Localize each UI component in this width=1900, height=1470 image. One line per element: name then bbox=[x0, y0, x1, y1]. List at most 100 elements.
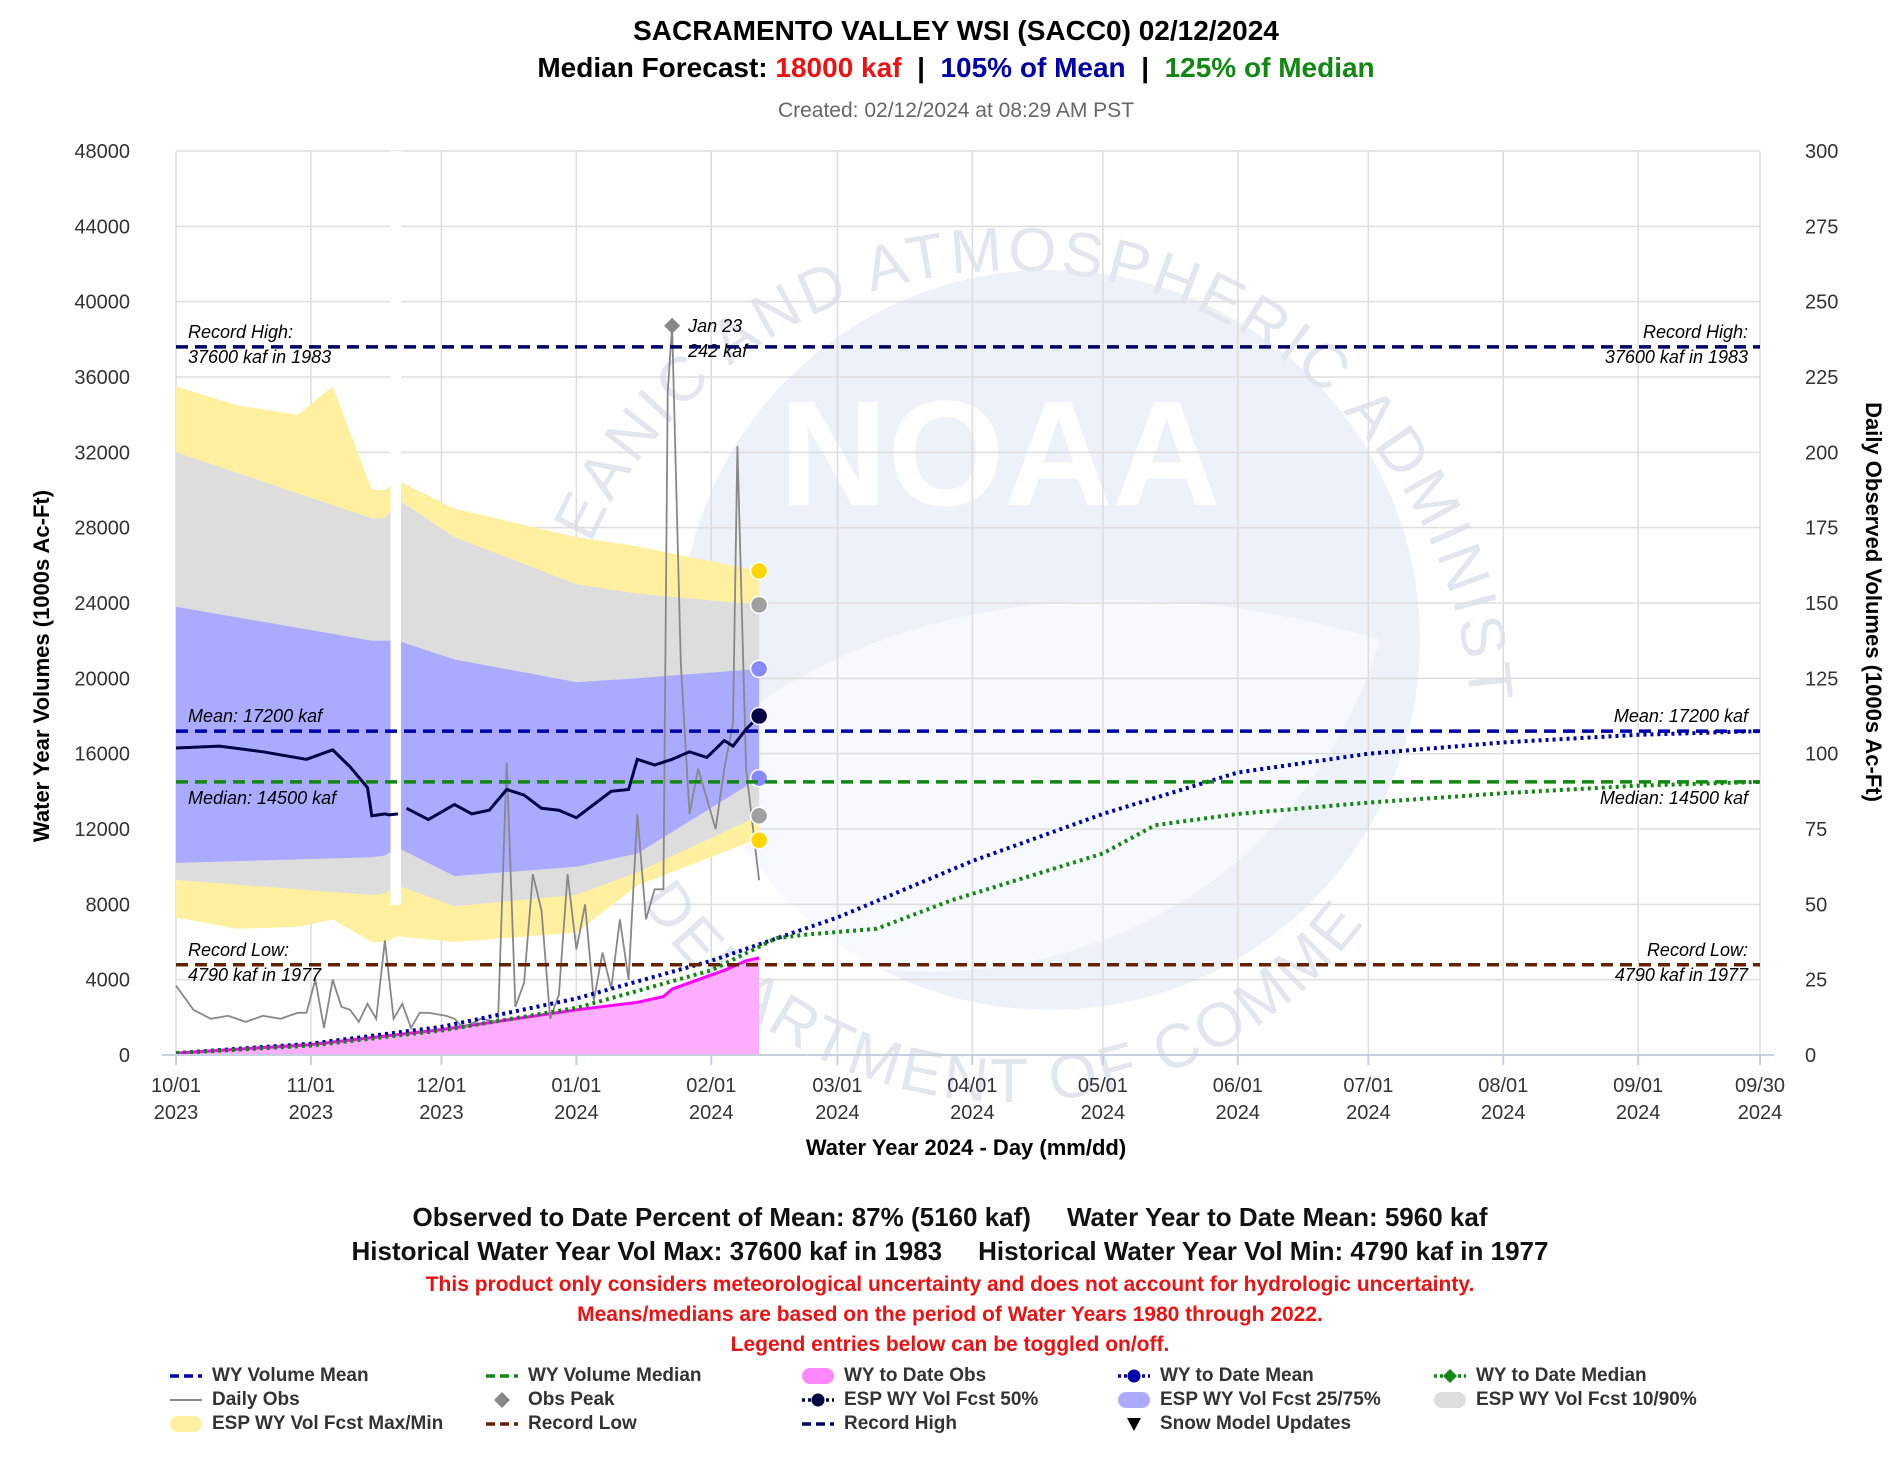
legend-item-esp-wy-vol-fcst-50[interactable]: ESP WY Vol Fcst 50% bbox=[800, 1388, 1038, 1412]
mean-label: Mean: 17200 kaf bbox=[188, 706, 324, 726]
legend-item-esp-wy-vol-fcst-25-75[interactable]: ESP WY Vol Fcst 25/75% bbox=[1116, 1388, 1381, 1412]
legend-item-wy-to-date-median[interactable]: WY to Date Median bbox=[1432, 1364, 1647, 1388]
record-low-label: Record Low: bbox=[1647, 940, 1748, 960]
x-tick-label-year: 2023 bbox=[289, 1102, 334, 1124]
x-tick-label-date: 11/01 bbox=[287, 1075, 336, 1097]
y-tick-label-right: 0 bbox=[1805, 1045, 1816, 1067]
legend-circle bbox=[811, 1393, 825, 1407]
legend-item-wy-to-date-mean[interactable]: WY to Date Mean bbox=[1116, 1364, 1314, 1388]
y-tick-label-right: 200 bbox=[1805, 442, 1838, 464]
y-tick-label-right: 125 bbox=[1805, 668, 1838, 690]
legend-label: ESP WY Vol Fcst 25/75% bbox=[1160, 1389, 1381, 1410]
note-period: Means/medians are based on the period of… bbox=[577, 1303, 1323, 1326]
legend-item-esp-wy-vol-fcst-max-min[interactable]: ESP WY Vol Fcst Max/Min bbox=[168, 1412, 443, 1436]
legend-item-wy-to-date-obs[interactable]: WY to Date Obs bbox=[800, 1364, 986, 1388]
legend-symbol-icon bbox=[486, 1422, 518, 1426]
series: Jan 23 242 kaf bbox=[175, 316, 1761, 1056]
percent-of-median: 125% of Median bbox=[1165, 52, 1375, 83]
legend-symbol-icon bbox=[802, 1368, 834, 1384]
record-high-label: Record High: bbox=[188, 322, 293, 342]
legend-item-wy-volume-median[interactable]: WY Volume Median bbox=[484, 1364, 702, 1388]
chart-subtitle: Median Forecast: 18000 kaf | 105% of Mea… bbox=[537, 52, 1374, 83]
chart: NOAAOCEANIC AND ATMOSPHERIC ADMINISTRATI… bbox=[0, 0, 1886, 1160]
y-axis-label-right: Daily Observed Volumes (1000s Ac-Ft) bbox=[1861, 402, 1886, 802]
legend-item-snow-model-updates[interactable]: Snow Model Updates bbox=[1116, 1412, 1351, 1436]
x-tick-label-date: 12/01 bbox=[416, 1075, 466, 1097]
legend-item-daily-obs[interactable]: Daily Obs bbox=[168, 1388, 300, 1412]
band-25-75 bbox=[176, 606, 760, 877]
note-legend-toggle: Legend entries below can be toggled on/o… bbox=[730, 1333, 1170, 1356]
esp-marker-25pct bbox=[749, 768, 769, 788]
historical-max: Historical Water Year Vol Max: 37600 kaf… bbox=[351, 1236, 943, 1266]
legend-area bbox=[170, 1416, 202, 1432]
chart-title: SACRAMENTO VALLEY WSI (SACC0) 02/12/2024 bbox=[633, 15, 1279, 46]
subtitle-separator: | bbox=[902, 52, 941, 83]
y-tick-label-left: 24000 bbox=[74, 593, 130, 615]
legend-area bbox=[802, 1368, 834, 1384]
y-tick-label-left: 20000 bbox=[74, 668, 130, 690]
legend-label: WY Volume Median bbox=[528, 1365, 702, 1386]
legend-label: Record Low bbox=[528, 1413, 637, 1434]
legend-item-wy-volume-mean[interactable]: WY Volume Mean bbox=[168, 1364, 369, 1388]
x-tick-label-year: 2024 bbox=[950, 1102, 995, 1124]
x-tick-label-year: 2024 bbox=[689, 1102, 734, 1124]
note-uncertainty: This product only considers meteorologic… bbox=[425, 1273, 1475, 1296]
x-tick-label-date: 02/01 bbox=[686, 1075, 736, 1097]
wy-to-date-median-line bbox=[175, 779, 1761, 1056]
x-tick-label-date: 01/01 bbox=[551, 1075, 601, 1097]
esp-marker-min bbox=[749, 831, 769, 850]
legend-symbol-icon bbox=[170, 1416, 202, 1432]
median-label: Median: 14500 kaf bbox=[188, 788, 338, 808]
legend-symbol-icon bbox=[1434, 1369, 1466, 1383]
y-tick-label-right: 175 bbox=[1805, 518, 1838, 540]
legend-label: WY to Date Mean bbox=[1160, 1365, 1314, 1386]
median-label: Median: 14500 kaf bbox=[1600, 788, 1750, 808]
disclaimer-notes: This product only considers meteorologic… bbox=[0, 1270, 1900, 1360]
legend-symbol-icon bbox=[802, 1393, 834, 1407]
y-tick-label-right: 225 bbox=[1805, 367, 1838, 389]
y-tick-label-left: 0 bbox=[119, 1045, 130, 1067]
legend-symbol-icon bbox=[1118, 1369, 1150, 1383]
y-tick-label-left: 12000 bbox=[74, 819, 130, 841]
y-tick-label-left: 44000 bbox=[74, 216, 130, 238]
y-tick-label-left: 32000 bbox=[74, 442, 130, 464]
record-low-value: 4790 kaf in 1977 bbox=[188, 965, 322, 985]
legend-label: WY to Date Median bbox=[1476, 1365, 1647, 1386]
legend-label: ESP WY Vol Fcst 10/90% bbox=[1476, 1389, 1697, 1410]
legend-item-esp-wy-vol-fcst-10-90[interactable]: ESP WY Vol Fcst 10/90% bbox=[1432, 1388, 1697, 1412]
legend-label: ESP WY Vol Fcst Max/Min bbox=[212, 1413, 444, 1434]
mean-label: Mean: 17200 kaf bbox=[1614, 706, 1750, 726]
record-high-value: 37600 kaf in 1983 bbox=[188, 347, 331, 367]
record-high-label: Record High: bbox=[1643, 322, 1748, 342]
y-tick-label-right: 275 bbox=[1805, 216, 1838, 238]
legend-symbol-icon bbox=[1118, 1392, 1150, 1408]
subtitle-separator: | bbox=[1126, 52, 1165, 83]
legend-label: WY Volume Mean bbox=[212, 1365, 369, 1386]
legend-label: Snow Model Updates bbox=[1160, 1413, 1352, 1434]
median-forecast-value: 18000 kaf bbox=[775, 52, 902, 83]
esp-marker-10pct bbox=[749, 806, 769, 826]
legend-item-obs-peak[interactable]: Obs Peak bbox=[484, 1388, 615, 1412]
legend-area bbox=[1118, 1392, 1150, 1408]
legend-item-record-low[interactable]: Record Low bbox=[484, 1412, 637, 1436]
x-tick-label-date: 07/01 bbox=[1343, 1075, 1393, 1097]
y-tick-label-left: 36000 bbox=[74, 367, 130, 389]
legend-item-record-high[interactable]: Record High bbox=[800, 1412, 957, 1436]
x-tick-label-year: 2023 bbox=[419, 1102, 464, 1124]
y-tick-label-left: 28000 bbox=[74, 518, 130, 540]
wy-to-date-obs-area bbox=[176, 957, 760, 1055]
x-tick-label-year: 2024 bbox=[1081, 1102, 1126, 1124]
legend-area bbox=[1434, 1392, 1466, 1408]
x-axis-label: Water Year 2024 - Day (mm/dd) bbox=[806, 1135, 1126, 1160]
x-tick-label-year: 2024 bbox=[1346, 1102, 1391, 1124]
wy-to-date-obs-line bbox=[175, 956, 760, 1055]
x-tick-label-date: 08/01 bbox=[1478, 1075, 1528, 1097]
reference-lines: Record High: 37600 kaf in 1983 Record High… bbox=[176, 322, 1760, 985]
legend-label: Obs Peak bbox=[528, 1389, 615, 1410]
axes: 4800044000400003600032000280002400020000… bbox=[74, 141, 1838, 1124]
legend-label: Daily Obs bbox=[212, 1389, 300, 1410]
y-tick-label-right: 75 bbox=[1805, 819, 1827, 841]
x-tick-label-year: 2024 bbox=[815, 1102, 860, 1124]
noaa-logo-wave bbox=[690, 600, 1380, 972]
y-tick-label-left: 40000 bbox=[74, 292, 130, 314]
